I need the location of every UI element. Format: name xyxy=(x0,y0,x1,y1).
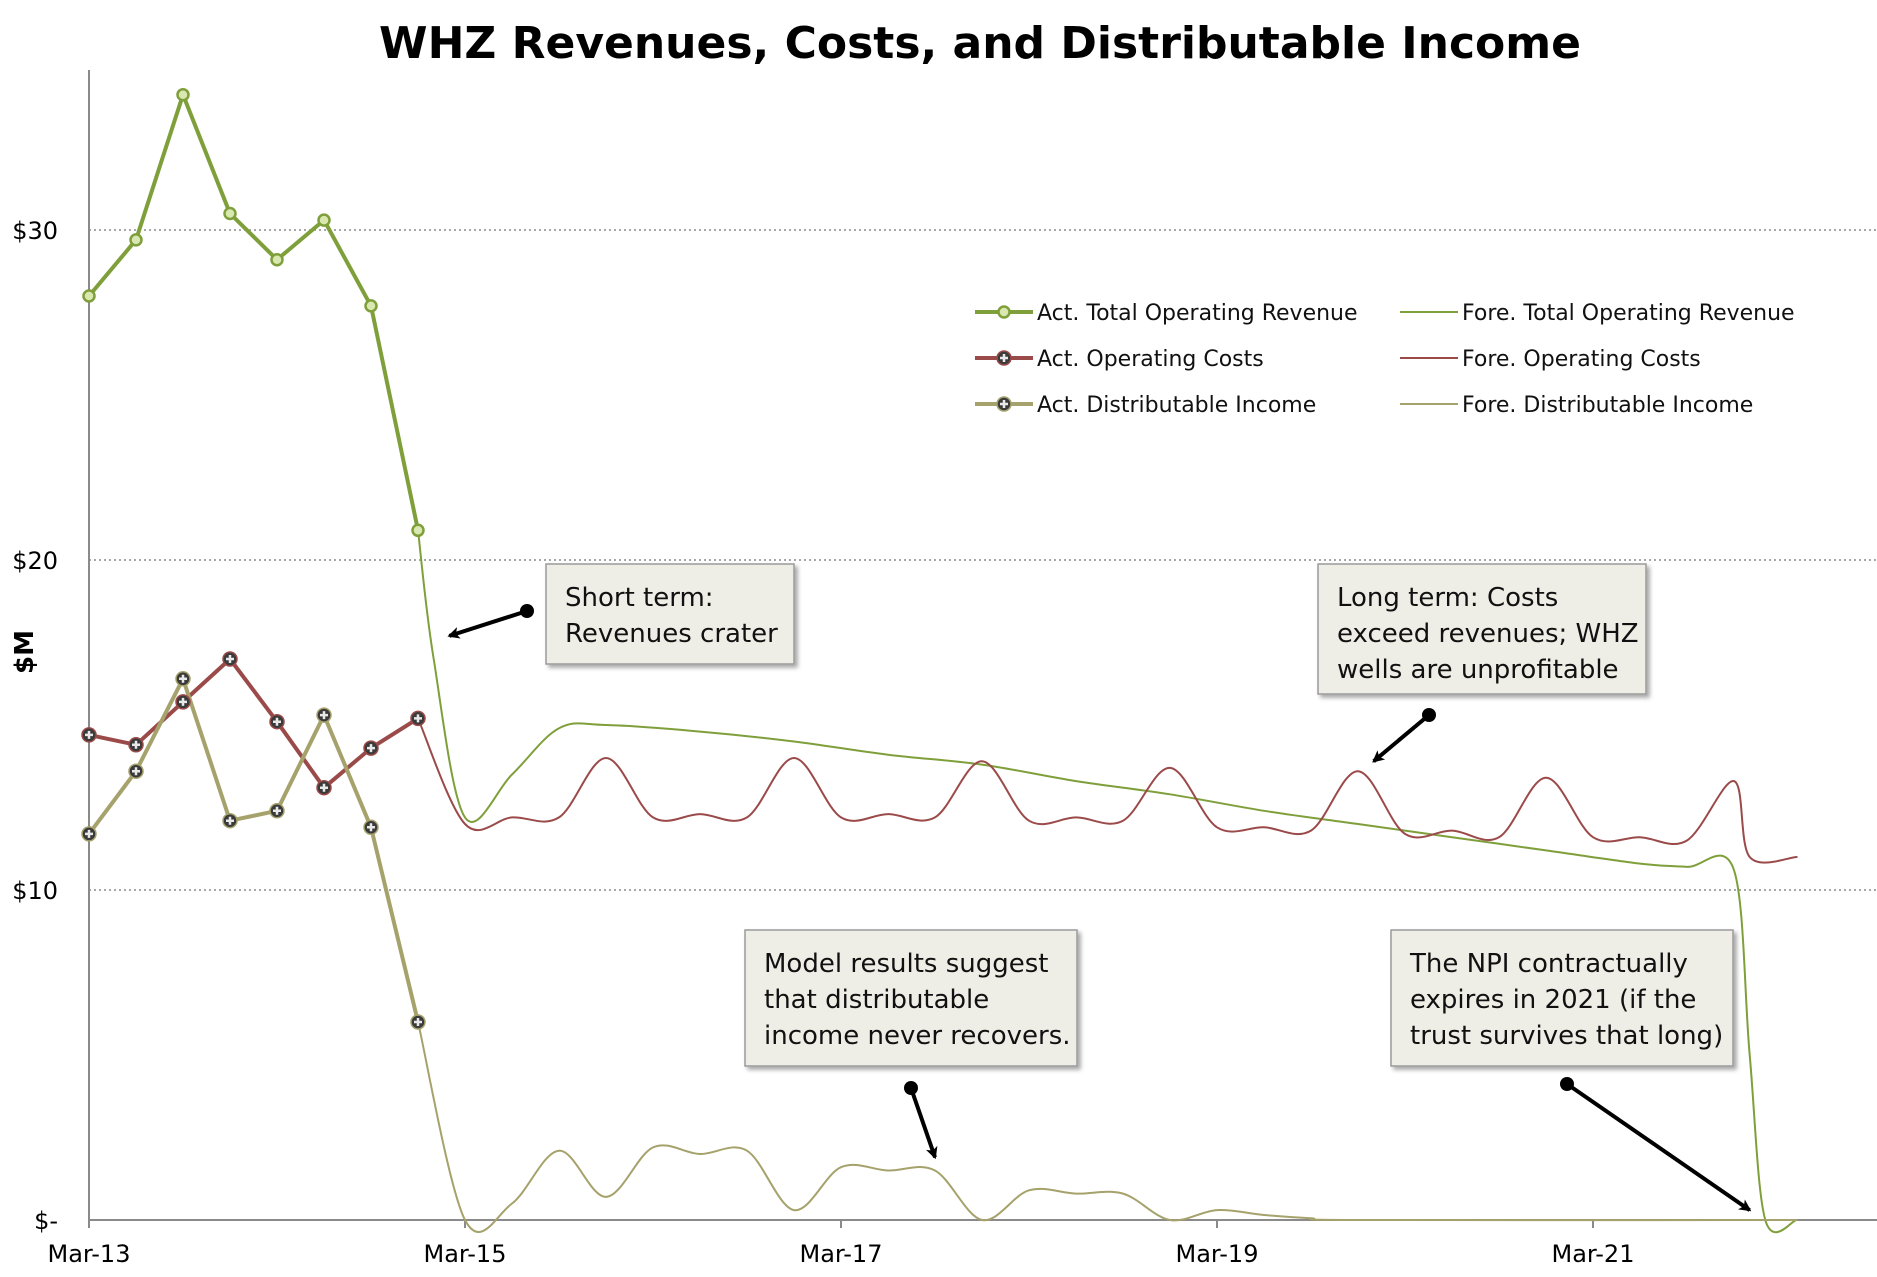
data-point xyxy=(82,289,96,303)
data-point xyxy=(269,713,285,730)
legend-label: Act. Distributable Income xyxy=(1037,393,1316,418)
data-point xyxy=(81,727,97,743)
series-line-act-total-operating-revenue xyxy=(87,92,420,533)
annotation-arrow xyxy=(1565,1082,1752,1212)
annotation-line: Short term: xyxy=(565,583,714,613)
annotation-line: that distributable xyxy=(764,985,989,1015)
x-tick-label: Mar-19 xyxy=(1176,1240,1259,1268)
data-point xyxy=(222,651,238,667)
data-point xyxy=(222,812,238,829)
annotation-line: Revenues crater xyxy=(565,619,778,649)
data-point xyxy=(269,803,285,819)
legend-item-fore-total-operating-revenue: Fore. Total Operating Revenue xyxy=(1400,301,1795,326)
annotation-line: expires in 2021 (if the xyxy=(1410,985,1696,1015)
y-tick-label: $10 xyxy=(12,877,58,905)
data-point xyxy=(317,213,331,227)
legend-item-act-distributable-income: Act. Distributable Income xyxy=(975,393,1316,418)
annotation-line: trust survives that long) xyxy=(1410,1021,1723,1051)
y-tick-label: $30 xyxy=(12,217,58,245)
annotation-line: The NPI contractually xyxy=(1409,949,1688,979)
data-point xyxy=(176,87,190,102)
data-point xyxy=(175,671,191,687)
annotation-line: exceed revenues; WHZ xyxy=(1337,619,1639,649)
annotation-line: income never recovers. xyxy=(764,1021,1071,1051)
x-tick-label: Mar-17 xyxy=(800,1240,883,1268)
annotation-long-term: Long term: Costs exceed revenues; WHZ well… xyxy=(1317,563,1647,763)
data-point xyxy=(363,740,379,756)
data-point xyxy=(81,826,97,842)
y-tick-label: $- xyxy=(34,1207,58,1235)
y-axis-label: $M xyxy=(10,630,40,674)
data-point xyxy=(364,299,378,313)
data-point xyxy=(410,1014,426,1030)
series-line-fore-distributable-income xyxy=(417,1021,1798,1233)
data-point xyxy=(410,710,426,727)
legend-label: Act. Operating Costs xyxy=(1037,347,1264,372)
annotation-arrow xyxy=(909,1087,938,1160)
data-point xyxy=(129,233,143,247)
legend: Act. Total Operating Revenue Act. Operati… xyxy=(975,301,1795,418)
legend-item-fore-distributable-income: Fore. Distributable Income xyxy=(1400,393,1753,418)
annotation-box xyxy=(545,563,795,665)
y-tick-label: $20 xyxy=(12,547,58,575)
data-point xyxy=(270,252,284,267)
chart-title: WHZ Revenues, Costs, and Distributable I… xyxy=(379,18,1581,69)
series-lines xyxy=(87,92,1798,1234)
legend-item-act-operating-costs: Act. Operating Costs xyxy=(975,347,1264,372)
annotation-arrow xyxy=(447,609,528,639)
legend-item-act-total-operating-revenue: Act. Total Operating Revenue xyxy=(975,301,1358,326)
series-markers xyxy=(81,87,426,1030)
data-point xyxy=(316,707,332,723)
series-line-fore-operating-costs xyxy=(417,717,1798,864)
x-tick-label: Mar-13 xyxy=(48,1240,131,1268)
data-point xyxy=(175,694,191,710)
series-line-act-operating-costs xyxy=(87,657,420,790)
series-line-fore-total-operating-revenue xyxy=(417,529,1798,1234)
data-point xyxy=(316,779,332,796)
legend-label: Act. Total Operating Revenue xyxy=(1037,301,1358,326)
legend-label: Fore. Total Operating Revenue xyxy=(1462,301,1795,326)
x-tick-label: Mar-21 xyxy=(1552,1240,1635,1268)
annotations: Short term: Revenues crater Long term: Cos… xyxy=(447,563,1752,1212)
annotation-model-results: Model results suggest that distributable i… xyxy=(744,929,1078,1160)
annotation-box xyxy=(744,929,1078,1067)
annotation-short-term: Short term: Revenues crater xyxy=(447,563,795,665)
data-point xyxy=(128,737,144,753)
x-tick-label: Mar-15 xyxy=(424,1240,507,1268)
annotation-line: Long term: Costs xyxy=(1337,583,1558,613)
legend-label: Fore. Operating Costs xyxy=(1462,347,1701,372)
gridlines xyxy=(89,229,1877,891)
x-tick-labels: Mar-13 Mar-15 Mar-17 Mar-19 Mar-21 xyxy=(48,1240,1635,1268)
annotation-arrow xyxy=(1372,713,1431,763)
legend-item-fore-operating-costs: Fore. Operating Costs xyxy=(1400,347,1701,372)
legend-label: Fore. Distributable Income xyxy=(1462,393,1753,418)
series-line-act-distributable-income xyxy=(87,676,420,1024)
annotation-box xyxy=(1317,563,1647,695)
data-point xyxy=(128,763,144,779)
data-point xyxy=(411,523,425,538)
annotation-box xyxy=(1390,929,1734,1067)
annotation-npi-expiry: The NPI contractually expires in 2021 (if… xyxy=(1390,929,1752,1212)
data-point xyxy=(363,819,379,836)
y-tick-labels: $- $10 $20 $30 xyxy=(12,217,58,1235)
annotation-line: Model results suggest xyxy=(764,949,1048,979)
annotation-line: wells are unprofitable xyxy=(1337,655,1619,685)
data-point xyxy=(223,206,237,221)
